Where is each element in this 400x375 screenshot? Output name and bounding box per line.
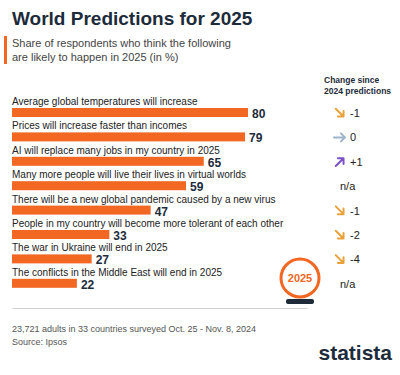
bar (12, 230, 109, 239)
badge: 2025 (281, 259, 319, 304)
change-arrow (333, 106, 346, 119)
bar (12, 254, 92, 263)
category-label: There will be a new global pandemic caus… (12, 194, 275, 205)
category-label: The war in Ukraine will end in 2025 (12, 242, 168, 253)
subtitle-accent (4, 36, 7, 64)
badge-circle (281, 259, 319, 297)
data-label: 27 (96, 253, 110, 267)
category-label: Prices will increase faster than incomes (12, 120, 187, 131)
title: World Predictions for 2025 (12, 8, 253, 29)
change-label: -1 (350, 205, 360, 217)
category-label: Many more people will live their lives i… (12, 169, 246, 180)
change-label: -2 (350, 229, 360, 241)
data-label: 59 (190, 180, 204, 194)
change-arrow (333, 228, 346, 241)
change-label: n/a (340, 278, 356, 290)
change-arrow (333, 252, 346, 265)
change-label: +1 (350, 156, 363, 168)
badge-text: 2025 (288, 272, 312, 284)
logo: statista (318, 341, 392, 364)
data-label: 33 (113, 229, 127, 243)
bar (12, 206, 151, 215)
x-axis-line (13, 308, 308, 309)
data-label: 79 (249, 131, 263, 145)
bar (12, 279, 77, 288)
data-label: 22 (81, 278, 95, 292)
bar (12, 132, 245, 141)
category-label: People in my country will become more to… (12, 218, 284, 229)
change-label: 0 (350, 131, 356, 143)
chart-svg: World Predictions for 2025 Share of respo… (0, 0, 400, 375)
data-label: 65 (208, 156, 222, 170)
change-label: n/a (340, 180, 356, 192)
subtitle: Share of respondents who think the follo… (12, 37, 231, 49)
change-header: 2024 predictions (324, 86, 391, 96)
change-arrow (333, 155, 346, 168)
bar (12, 108, 248, 117)
change-arrow (333, 204, 346, 217)
badge-base (286, 299, 314, 304)
category-label: Average global temperatures will increas… (12, 96, 198, 107)
change-label: -4 (350, 253, 360, 265)
bar (12, 181, 186, 190)
category-label: The conflicts in the Middle East will en… (12, 267, 223, 278)
change-arrow (334, 133, 345, 141)
category-label: AI will replace many jobs in my country … (12, 145, 220, 156)
x-axis (13, 308, 308, 309)
note: 23,721 adults in 33 countries surveyed O… (12, 324, 256, 334)
data-label: 80 (252, 107, 266, 121)
change-label: -1 (350, 107, 360, 119)
subtitle: are likely to happen in 2025 (in %) (12, 51, 178, 63)
chart-container: World Predictions for 2025 Share of respo… (0, 0, 400, 375)
source: Source: Ipsos (12, 337, 68, 347)
bar (12, 157, 204, 166)
change-header: Change since (324, 75, 380, 85)
bars (12, 108, 248, 288)
data-label: 47 (155, 205, 169, 219)
